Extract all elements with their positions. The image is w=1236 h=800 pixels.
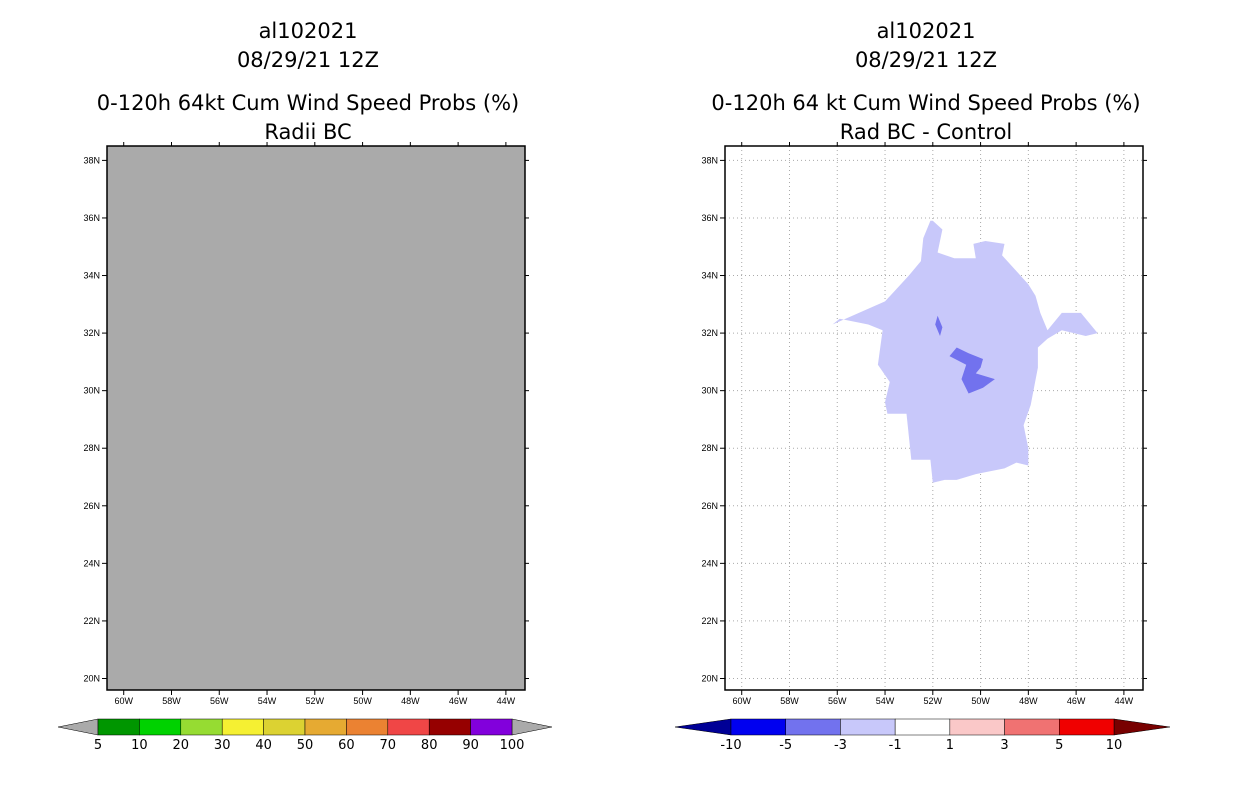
- y-tick-label-20N: 20N: [701, 673, 718, 683]
- y-tick-label-22N: 22N: [83, 616, 100, 626]
- x-tick-label-52W: 52W: [306, 696, 325, 706]
- y-tick-label-24N: 24N: [701, 558, 718, 568]
- y-tick-label-28N: 28N: [701, 443, 718, 453]
- colorbar-swatch-4: [221, 718, 264, 736]
- colorbar-swatch-7: [1059, 718, 1115, 736]
- colorbar-label-7: 5: [1055, 738, 1063, 753]
- colorbar-swatch-6: [304, 718, 347, 736]
- colorbar-label-8: 10: [1106, 738, 1123, 753]
- y-tick-label-32N: 32N: [701, 328, 718, 338]
- y-tick-label-30N: 30N: [83, 386, 100, 396]
- y-tick-label-28N: 28N: [83, 443, 100, 453]
- colorbar-swatch-2: [785, 718, 841, 736]
- colorbar-label-10: 90: [462, 738, 479, 753]
- y-tick-label-36N: 36N: [701, 213, 718, 223]
- colorbar-swatch-3: [840, 718, 896, 736]
- colorbar-label-4: 30: [214, 738, 231, 753]
- colorbar-swatch-10: [470, 718, 513, 736]
- chart-title-line-1: al102021: [259, 19, 358, 43]
- plot-area: [107, 146, 525, 690]
- y-tick-label-26N: 26N: [701, 501, 718, 511]
- y-tick-label-30N: 30N: [701, 386, 718, 396]
- colorbar-end-low: [57, 718, 99, 736]
- colorbar-label-5: 1: [946, 738, 954, 753]
- colorbar-label-11: 100: [500, 738, 525, 753]
- y-tick-label-34N: 34N: [701, 271, 718, 281]
- x-tick-label-50W: 50W: [971, 696, 990, 706]
- y-tick-label-20N: 20N: [83, 673, 100, 683]
- x-tick-label-54W: 54W: [258, 696, 277, 706]
- x-tick-label-48W: 48W: [401, 696, 420, 706]
- x-tick-label-56W: 56W: [210, 696, 229, 706]
- left-panel-radii-bc: al102021 08/29/21 12Z 0-120h 64kt Cum Wind…: [57, 19, 553, 753]
- colorbar-swatch-9: [428, 718, 471, 736]
- colorbar-label-2: -5: [779, 738, 792, 753]
- colorbar-swatch-4: [894, 718, 951, 736]
- chart-title-line-1: al102021: [877, 19, 976, 43]
- x-tick-label-58W: 58W: [780, 696, 799, 706]
- colorbar-swatch-5: [949, 718, 1005, 736]
- colorbar-swatch-7: [346, 718, 389, 736]
- chart-title-line-4: Radii BC: [264, 120, 351, 144]
- colorbar-swatch-8: [387, 718, 430, 736]
- x-tick-label-44W: 44W: [1115, 696, 1134, 706]
- y-tick-label-22N: 22N: [701, 616, 718, 626]
- colorbar-swatch-3: [180, 718, 223, 736]
- x-tick-label-60W: 60W: [732, 696, 751, 706]
- x-tick-label-44W: 44W: [497, 696, 516, 706]
- contour-region-2: [935, 315, 943, 336]
- colorbar-swatch-1: [97, 718, 140, 736]
- chart-title-line-2: 08/29/21 12Z: [237, 48, 379, 72]
- x-tick-label-50W: 50W: [353, 696, 372, 706]
- colorbar-swatch-5: [263, 718, 306, 736]
- x-tick-label-60W: 60W: [114, 696, 133, 706]
- x-tick-label-46W: 46W: [1067, 696, 1086, 706]
- x-tick-label-58W: 58W: [162, 696, 181, 706]
- chart-title-line-3: 0-120h 64kt Cum Wind Speed Probs (%): [97, 91, 519, 115]
- y-tick-label-24N: 24N: [83, 558, 100, 568]
- x-tick-label-52W: 52W: [924, 696, 943, 706]
- chart-title-line-4: Rad BC - Control: [840, 120, 1013, 144]
- colorbar-label-5: 40: [255, 738, 272, 753]
- colorbar-label-6: 3: [1000, 738, 1008, 753]
- y-tick-label-38N: 38N: [83, 155, 100, 165]
- colorbar-label-3: -3: [834, 738, 847, 753]
- colorbar-label-8: 70: [380, 738, 397, 753]
- colorbar-end-high: [1113, 718, 1171, 736]
- right-panel-rad-bc-control: al102021 08/29/21 12Z 0-120h 64 kt Cum Win…: [674, 19, 1171, 753]
- contour-region-3: [949, 347, 995, 394]
- y-tick-label-32N: 32N: [83, 328, 100, 338]
- colorbar-end-high: [511, 718, 553, 736]
- colorbar-label-1: -10: [720, 738, 741, 753]
- colorbar-swatch-1: [730, 718, 786, 736]
- y-tick-label-26N: 26N: [83, 501, 100, 511]
- colorbar-label-6: 50: [297, 738, 314, 753]
- x-tick-label-48W: 48W: [1019, 696, 1038, 706]
- chart-title-line-3: 0-120h 64 kt Cum Wind Speed Probs (%): [711, 91, 1140, 115]
- colorbar-label-1: 5: [94, 738, 102, 753]
- plot-frame: [106, 145, 526, 691]
- x-tick-label-46W: 46W: [449, 696, 468, 706]
- y-tick-label-36N: 36N: [83, 213, 100, 223]
- colorbar-label-9: 80: [421, 738, 438, 753]
- x-tick-label-54W: 54W: [876, 696, 895, 706]
- colorbar-label-2: 10: [131, 738, 148, 753]
- x-tick-label-56W: 56W: [828, 696, 847, 706]
- colorbar-swatch-2: [139, 718, 182, 736]
- plot-frame: [724, 145, 1144, 691]
- y-tick-label-38N: 38N: [701, 155, 718, 165]
- colorbar-swatch-6: [1004, 718, 1060, 736]
- colorbar-label-3: 20: [173, 738, 190, 753]
- y-tick-label-34N: 34N: [83, 271, 100, 281]
- colorbar-label-4: -1: [889, 738, 902, 753]
- colorbar-label-7: 60: [338, 738, 355, 753]
- chart-title-line-2: 08/29/21 12Z: [855, 48, 997, 72]
- colorbar-end-low: [674, 718, 732, 736]
